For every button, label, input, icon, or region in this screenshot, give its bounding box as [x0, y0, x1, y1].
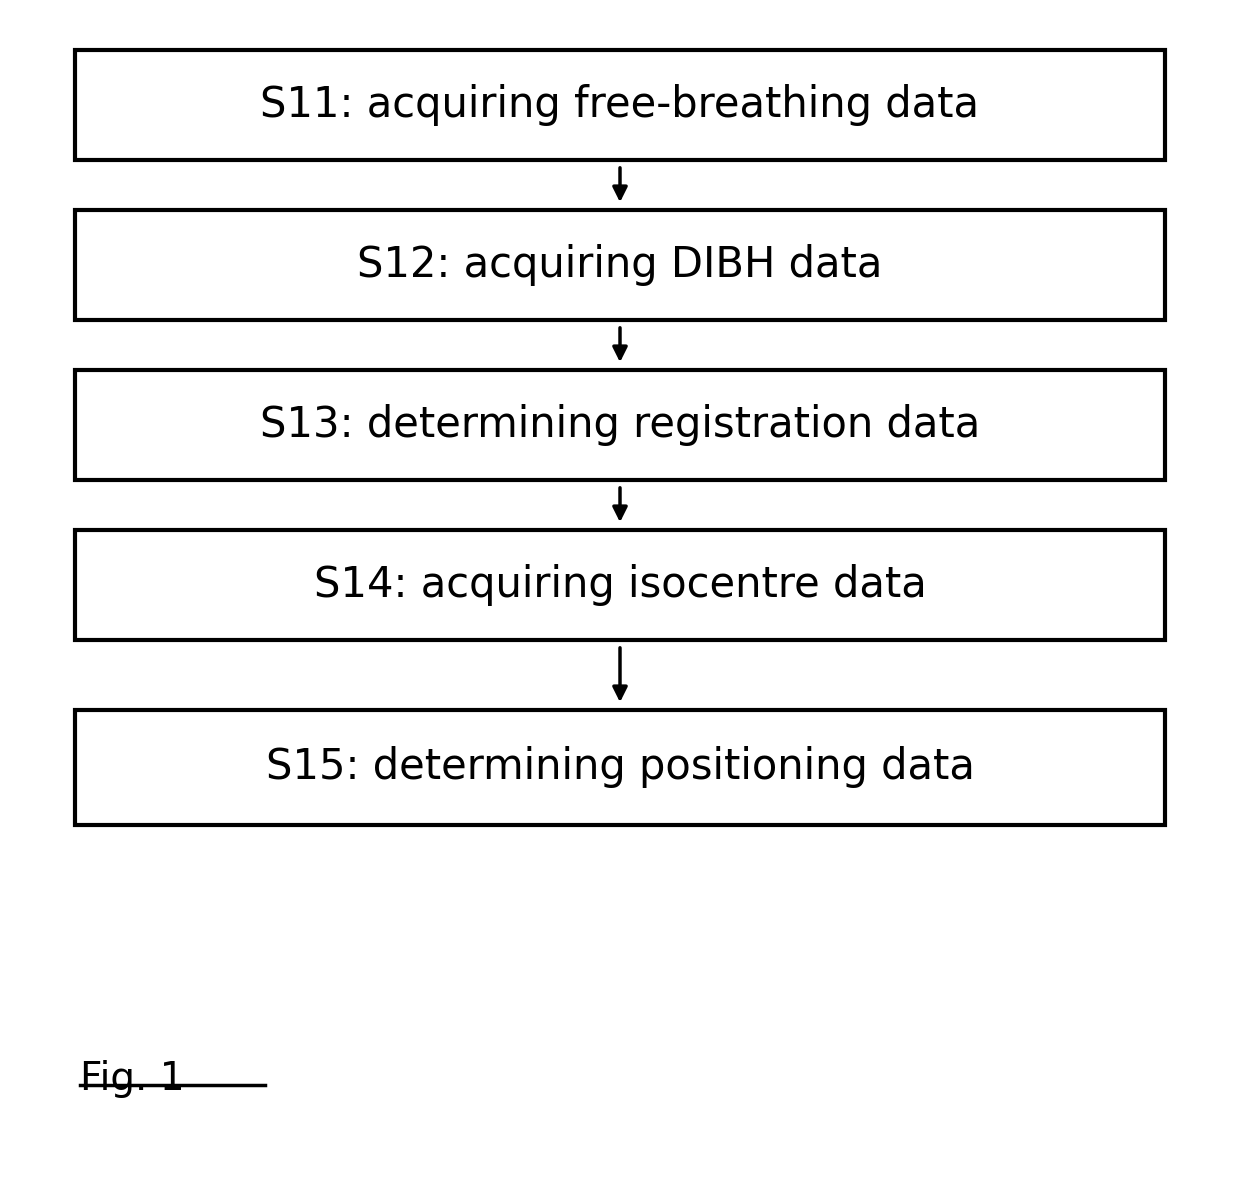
Text: S12: acquiring DIBH data: S12: acquiring DIBH data [357, 244, 883, 286]
Text: S13: determining registration data: S13: determining registration data [260, 404, 980, 446]
Bar [74, 370, 1166, 480]
Text: S14: acquiring isocentre data: S14: acquiring isocentre data [314, 564, 926, 606]
Text: S15: determining positioning data: S15: determining positioning data [265, 746, 975, 788]
Bar [74, 530, 1166, 640]
Bar [74, 50, 1166, 160]
Bar [74, 710, 1166, 826]
Bar [74, 210, 1166, 320]
Text: S11: acquiring free-breathing data: S11: acquiring free-breathing data [260, 84, 980, 126]
Text: Fig. 1: Fig. 1 [81, 1060, 185, 1098]
